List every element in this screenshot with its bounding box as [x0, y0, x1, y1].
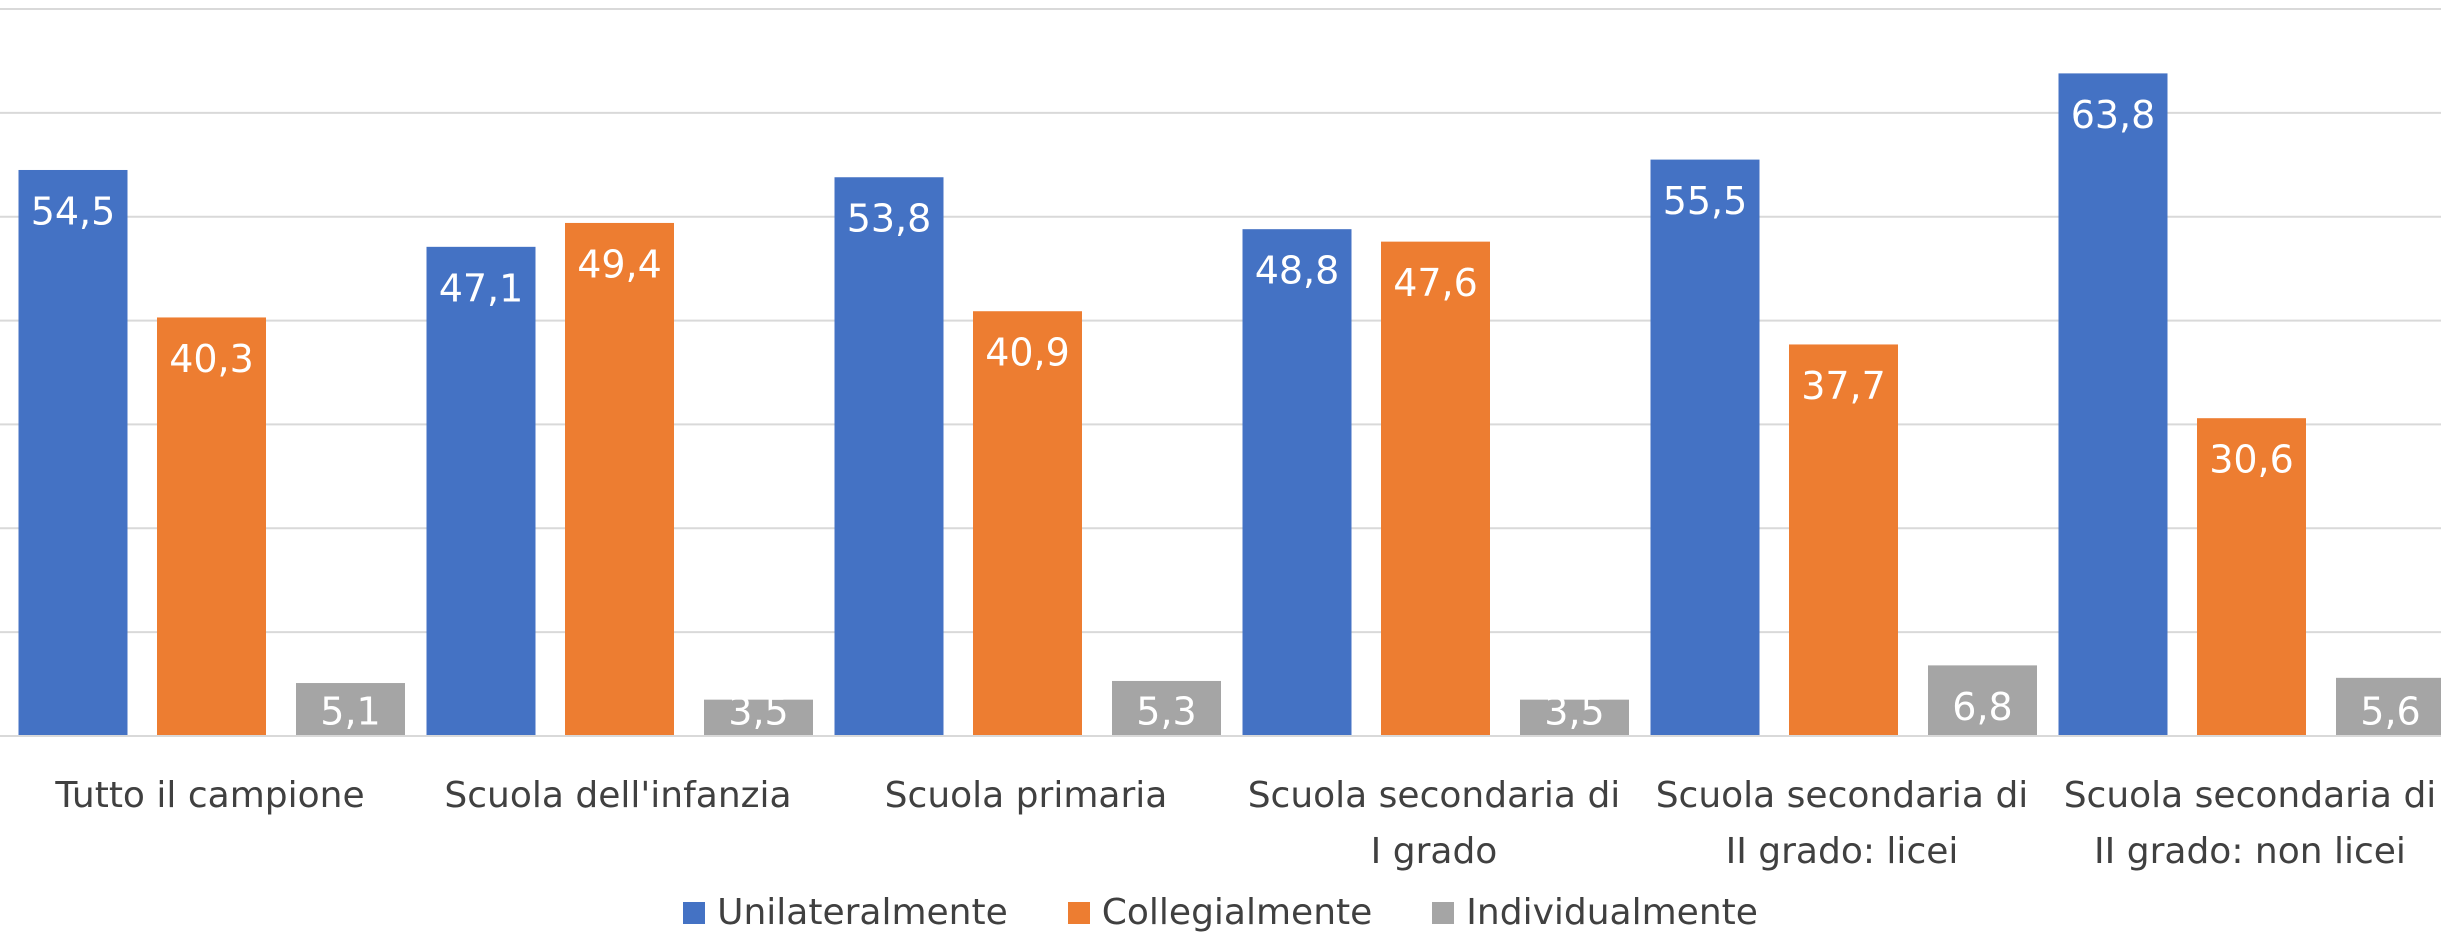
legend-label: Individualmente: [1466, 892, 1758, 933]
legend-label: Unilateralmente: [717, 892, 1008, 933]
data-label: 40,9: [985, 331, 1070, 375]
x-tick-label: Scuola dell'infanzia: [444, 775, 792, 816]
bar: [973, 311, 1082, 736]
bar: [834, 177, 944, 737]
data-label: 30,6: [2209, 438, 2294, 482]
bar: [2058, 73, 2168, 737]
bar: [296, 683, 405, 736]
legend-swatch: [1067, 901, 1090, 924]
bar: [1381, 241, 1490, 736]
x-tick-label: Tutto il campione: [55, 775, 365, 816]
data-label: 3,5: [1544, 690, 1604, 734]
bar: [1650, 159, 1760, 737]
bar: [426, 246, 536, 736]
data-label: 5,1: [320, 690, 380, 734]
bar: [157, 317, 266, 736]
legend-label: Collegialmente: [1101, 892, 1373, 933]
data-label: 37,7: [1801, 364, 1886, 408]
bar: [1520, 699, 1629, 736]
legend-swatch: [1432, 901, 1455, 924]
legend-item: Unilateralmente: [683, 892, 1008, 933]
data-label: 40,3: [169, 337, 254, 381]
bar: [1242, 229, 1352, 737]
data-label: 47,6: [1393, 261, 1478, 305]
data-label: 5,6: [2360, 690, 2420, 734]
data-label: 49,4: [577, 242, 662, 286]
data-label: 55,5: [1663, 179, 1748, 223]
data-label: 5,3: [1136, 690, 1196, 734]
bar: [18, 169, 128, 736]
data-label: 53,8: [847, 197, 932, 241]
x-tick-label: Scuola secondaria di I grado: [1247, 775, 1621, 872]
data-label: 54,5: [31, 189, 116, 233]
legend-swatch: [683, 901, 706, 924]
bar: [2336, 677, 2441, 736]
data-label: 3,5: [728, 690, 788, 734]
data-label: 6,8: [1952, 685, 2012, 729]
data-label: 47,1: [439, 266, 524, 310]
x-tick-label: Scuola secondaria di II grado: non licei: [2063, 775, 2437, 872]
legend-item: Individualmente: [1432, 892, 1758, 933]
bar: [1789, 344, 1898, 736]
data-label: 48,8: [1255, 249, 1340, 293]
x-tick-label: Scuola primaria: [884, 775, 1168, 816]
bar: [1928, 665, 2037, 736]
bar: [2197, 418, 2306, 736]
data-label: 63,8: [2071, 93, 2156, 137]
bar: [704, 699, 813, 736]
bar: [565, 222, 674, 737]
bar: [1112, 680, 1221, 736]
legend-item: Collegialmente: [1067, 892, 1373, 933]
legend: Unilateralmente Collegialmente Individualm…: [0, 892, 2441, 933]
x-tick-label: Scuola secondaria di II grado: licei: [1655, 775, 2029, 872]
